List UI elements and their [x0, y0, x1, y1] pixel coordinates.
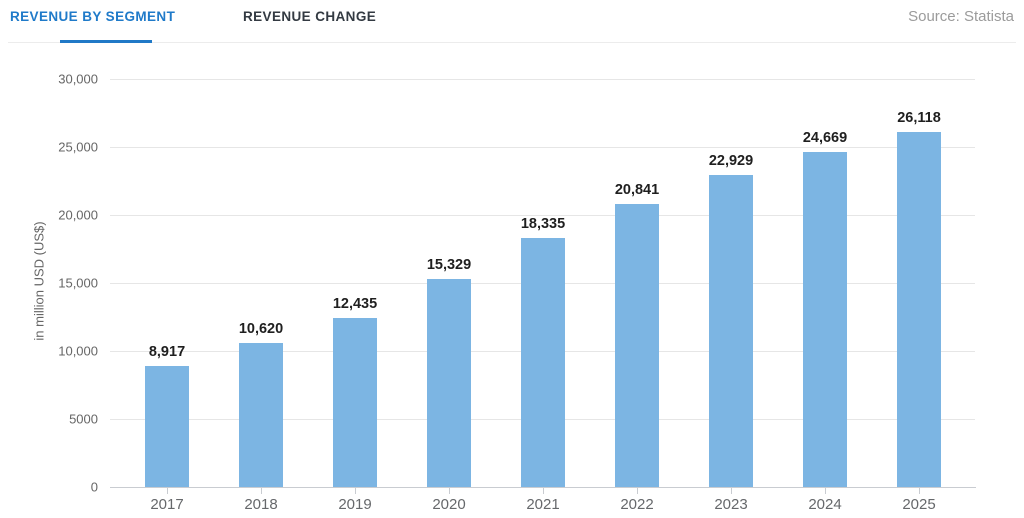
active-tab-underline-indicator: [60, 40, 152, 43]
bar-2018[interactable]: [239, 342, 283, 487]
x-tick-label: 2020: [432, 496, 466, 513]
gridline: [110, 79, 975, 80]
x-axis-tick: [825, 488, 826, 494]
x-axis-tick: [731, 488, 732, 494]
gridline: [110, 215, 975, 216]
y-tick-label: 15,000: [58, 275, 98, 291]
y-tick-label: 25,000: [58, 139, 98, 155]
x-axis-tick: [543, 488, 544, 494]
bar-value-label: 22,929: [708, 153, 754, 170]
bar-value-label: 26,118: [897, 109, 941, 126]
x-tick-label: 2025: [902, 496, 936, 513]
x-tick-label: 2019: [338, 496, 372, 513]
y-tick-label: 5000: [69, 411, 98, 427]
y-tick-label: 10,000: [58, 343, 98, 359]
bar-value-label: 20,841: [614, 181, 660, 198]
x-tick-label: 2023: [714, 496, 748, 513]
bar-2019[interactable]: [333, 317, 377, 487]
source-label: Source: Statista: [908, 8, 1014, 25]
bar-2025[interactable]: [897, 131, 941, 487]
bar-value-label: 18,335: [520, 215, 566, 232]
y-tick-label: 30,000: [58, 71, 98, 87]
x-axis-tick: [261, 488, 262, 494]
tab-revenue-change[interactable]: REVENUE CHANGE: [243, 9, 377, 24]
y-tick-label: 20,000: [58, 207, 98, 223]
x-tick-label: 2017: [150, 496, 184, 513]
x-axis-tick: [355, 488, 356, 494]
gridline: [110, 147, 975, 148]
x-axis-line: [110, 487, 976, 488]
tabs-divider: [8, 42, 1016, 43]
tab-revenue-by-segment[interactable]: REVENUE BY SEGMENT: [10, 9, 176, 24]
x-tick-label: 2022: [620, 496, 654, 513]
bar-2020[interactable]: [427, 278, 471, 487]
bar-value-label: 24,669: [802, 129, 848, 146]
x-axis-tick: [449, 488, 450, 494]
x-axis-tick: [919, 488, 920, 494]
y-tick-label: 0: [90, 479, 98, 495]
bar-value-label: 15,329: [426, 256, 472, 273]
bar-2022[interactable]: [615, 203, 659, 487]
x-axis-tick: [167, 488, 168, 494]
bar-value-label: 12,435: [332, 295, 378, 312]
x-tick-label: 2021: [526, 496, 560, 513]
bar-2017[interactable]: [145, 365, 189, 487]
bar-2023[interactable]: [709, 175, 753, 487]
x-tick-label: 2024: [808, 496, 842, 513]
bar-value-label: 8,917: [148, 343, 186, 360]
bar-value-label: 10,620: [238, 320, 284, 337]
x-tick-label: 2018: [244, 496, 278, 513]
x-axis-tick: [637, 488, 638, 494]
bar-2024[interactable]: [803, 151, 847, 487]
bar-2021[interactable]: [521, 237, 565, 487]
